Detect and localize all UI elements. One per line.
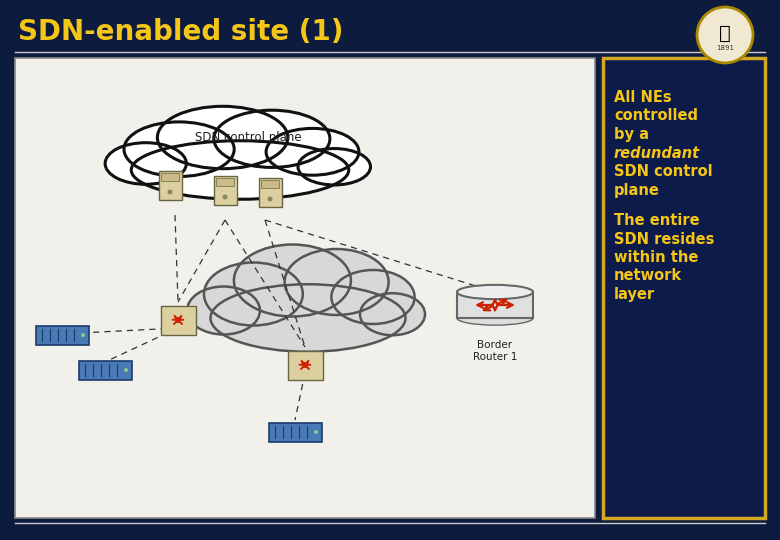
FancyBboxPatch shape (261, 180, 279, 188)
Text: SDN resides: SDN resides (614, 232, 714, 246)
Text: network: network (614, 268, 682, 284)
Circle shape (222, 194, 228, 199)
Ellipse shape (124, 122, 234, 177)
Circle shape (81, 333, 85, 337)
FancyBboxPatch shape (36, 326, 88, 345)
FancyBboxPatch shape (158, 171, 182, 199)
Text: SDN control plane: SDN control plane (195, 131, 301, 144)
FancyBboxPatch shape (161, 306, 196, 334)
Ellipse shape (105, 143, 186, 184)
FancyBboxPatch shape (603, 58, 765, 518)
FancyBboxPatch shape (268, 422, 321, 442)
Circle shape (168, 190, 172, 194)
Text: by a: by a (614, 127, 649, 142)
Circle shape (314, 430, 318, 434)
Ellipse shape (457, 311, 533, 325)
Text: redundant: redundant (614, 145, 700, 160)
Ellipse shape (187, 287, 260, 334)
Ellipse shape (158, 106, 288, 168)
FancyBboxPatch shape (161, 173, 179, 181)
FancyBboxPatch shape (216, 178, 234, 186)
Text: 🔥: 🔥 (719, 24, 731, 43)
FancyBboxPatch shape (258, 178, 282, 206)
Text: Border
Router 1: Border Router 1 (473, 340, 517, 362)
Ellipse shape (457, 285, 533, 299)
Text: The entire: The entire (614, 213, 700, 228)
Text: 1891: 1891 (716, 45, 734, 51)
Ellipse shape (234, 245, 351, 316)
FancyBboxPatch shape (457, 292, 533, 318)
Ellipse shape (298, 148, 370, 185)
FancyBboxPatch shape (15, 58, 595, 518)
FancyBboxPatch shape (214, 176, 236, 205)
Circle shape (268, 197, 272, 201)
Text: controlled: controlled (614, 109, 698, 124)
Ellipse shape (360, 293, 425, 335)
Ellipse shape (332, 270, 415, 324)
Ellipse shape (131, 141, 349, 199)
FancyBboxPatch shape (79, 361, 132, 380)
Ellipse shape (266, 129, 359, 175)
Text: SDN control: SDN control (614, 164, 713, 179)
Circle shape (697, 7, 753, 63)
Ellipse shape (285, 249, 388, 315)
Text: layer: layer (614, 287, 655, 302)
FancyBboxPatch shape (288, 350, 322, 380)
Circle shape (124, 368, 128, 372)
Text: SDN-enabled site (1): SDN-enabled site (1) (18, 18, 343, 46)
Ellipse shape (204, 262, 303, 326)
Text: within the: within the (614, 250, 698, 265)
Ellipse shape (214, 110, 330, 167)
Text: plane: plane (614, 183, 660, 198)
Text: All NEs: All NEs (614, 90, 672, 105)
Ellipse shape (211, 284, 406, 352)
